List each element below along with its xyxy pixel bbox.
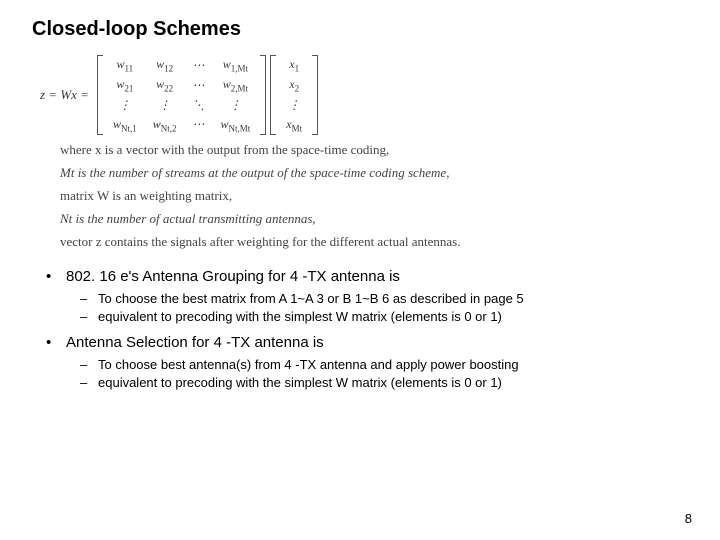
matrix-equation: z = Wx = w11 w12 ⋯ w1,Mt w21 w22 ⋯ w2,Mt… [40, 55, 688, 135]
equation-descriptions: where x is a vector with the output from… [60, 142, 688, 250]
sub-bullet-item: To choose best antenna(s) from 4 -TX ant… [80, 357, 688, 372]
sub-bullet-list: To choose the best matrix from A 1~A 3 o… [80, 291, 688, 324]
desc-line: matrix W is an weighting matrix, [60, 188, 688, 204]
slide-title: Closed-loop Schemes [32, 18, 688, 41]
desc-line: vector z contains the signals after weig… [60, 234, 688, 250]
weight-matrix: w11 w12 ⋯ w1,Mt w21 w22 ⋯ w2,Mt ⋮ ⋮ ⋱ ⋮ … [97, 55, 266, 135]
page-number: 8 [685, 511, 692, 526]
bullet-text: Antenna Selection for 4 -TX antenna is [66, 334, 324, 351]
bullet-item: 802. 16 e's Antenna Grouping for 4 -TX a… [42, 268, 688, 324]
sub-bullet-list: To choose best antenna(s) from 4 -TX ant… [80, 357, 688, 390]
desc-line: Mt is the number of streams at the outpu… [60, 165, 688, 181]
bullet-text: 802. 16 e's Antenna Grouping for 4 -TX a… [66, 268, 400, 285]
sub-bullet-item: equivalent to precoding with the simples… [80, 309, 688, 324]
bullet-list: 802. 16 e's Antenna Grouping for 4 -TX a… [42, 268, 688, 390]
desc-line: where x is a vector with the output from… [60, 142, 688, 158]
equation-lhs: z = Wx = [40, 87, 89, 103]
x-vector: x1 x2 ⋮ xMt [270, 55, 318, 135]
bullet-item: Antenna Selection for 4 -TX antenna is T… [42, 334, 688, 390]
desc-line: Nt is the number of actual transmitting … [60, 211, 688, 227]
sub-bullet-item: equivalent to precoding with the simples… [80, 375, 688, 390]
sub-bullet-item: To choose the best matrix from A 1~A 3 o… [80, 291, 688, 306]
